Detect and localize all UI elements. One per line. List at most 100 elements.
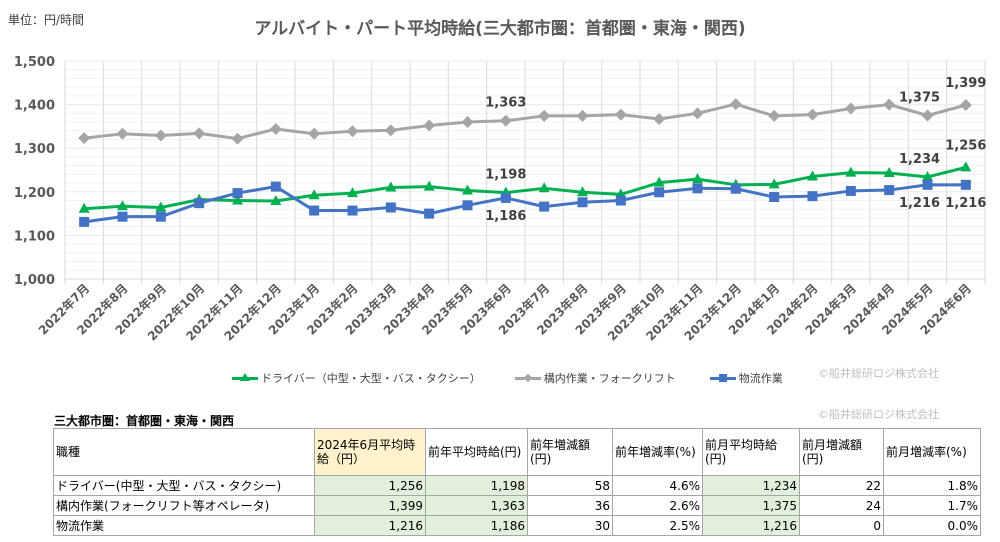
data-point-diamond (729, 98, 742, 111)
data-point-diamond (959, 99, 972, 112)
cell-prev-year: 1,363 (425, 495, 528, 516)
header-current: 2024年6月平均時給（円） (314, 428, 426, 476)
data-point-triangle (308, 189, 320, 200)
cell-yoy-rate: 4.6% (612, 475, 703, 496)
data-point-diamond (499, 114, 512, 127)
data-point-diamond (384, 124, 397, 137)
series-line (83, 102, 967, 141)
data-point-diamond (423, 119, 436, 132)
legend-item-forklift: 構内作業・フォークリフト (514, 370, 676, 386)
header-prev-year: 前年平均時給(円) (425, 428, 528, 476)
data-point-triangle (922, 170, 933, 181)
legend-item-logistics: 物流作業 (709, 370, 783, 386)
header-mom-diff: 前月増減額(円) (799, 428, 884, 476)
data-point-diamond (653, 112, 666, 125)
data-point-triangle (807, 170, 818, 181)
data-point-square (960, 179, 971, 190)
legend-item-driver: ドライバー（中型・大型・バス・タクシー） (232, 370, 481, 386)
data-point-diamond (346, 125, 359, 138)
data-label: 1,216 (945, 196, 986, 211)
data-point-square (577, 197, 588, 208)
data-point-square (654, 187, 665, 198)
table-row: 物流作業 1,216 1,186 30 2.5% 1,216 0 0.0% (53, 515, 981, 536)
cell-mom-rate: 1.8% (883, 475, 981, 496)
unit-label: 単位：円/時間 (8, 13, 85, 27)
cell-yoy-rate: 2.6% (612, 495, 703, 516)
line-chart: 1,0001,1001,2001,3001,4001,5002022年7月202… (14, 55, 987, 344)
data-label: 1,198 (485, 168, 526, 183)
data-point-triangle (270, 194, 282, 205)
data-point-square (692, 183, 703, 194)
y-tick-label: 1,100 (14, 229, 55, 244)
square-marker-icon (709, 373, 736, 382)
data-point-square (845, 185, 856, 196)
header-job: 職種 (53, 428, 315, 476)
data-point-triangle (960, 161, 972, 172)
data-point-square (194, 198, 205, 209)
cell-prev-month: 1,216 (702, 515, 800, 536)
cell-yoy-diff: 30 (527, 515, 613, 536)
data-label: 1,216 (899, 196, 940, 211)
data-point-square (539, 201, 550, 212)
y-tick-label: 1,200 (14, 186, 55, 201)
cell-yoy-diff: 58 (527, 475, 613, 496)
data-point-triangle (883, 167, 895, 178)
data-point-triangle (347, 187, 358, 198)
y-tick-label: 1,400 (14, 99, 55, 114)
data-label: 1,375 (899, 91, 940, 106)
cell-current: 1,399 (314, 495, 426, 516)
data-point-square (462, 200, 473, 211)
data-point-diamond (538, 109, 551, 122)
table-title: 三大都市圏：首都圏・東海・関西 (54, 414, 235, 428)
data-point-square (232, 188, 243, 199)
copyright-chart: ©船井総研ロジ株式会社 (818, 367, 939, 380)
data-point-square (385, 202, 396, 213)
data-point-diamond (614, 108, 627, 121)
data-point-square (769, 192, 780, 203)
series-line (84, 165, 967, 211)
data-point-triangle (155, 201, 167, 212)
data-point-square (615, 195, 626, 206)
data-point-diamond (461, 116, 474, 129)
y-tick-label: 1,300 (14, 142, 55, 157)
data-point-diamond (844, 102, 857, 115)
data-label: 1,363 (485, 96, 526, 111)
data-point-triangle (577, 186, 588, 197)
data-point-square (155, 211, 166, 222)
cell-mom-rate: 1.7% (883, 495, 981, 516)
chart-title: アルバイト・パート平均時給(三大都市圏：首都圏・東海・関西) (254, 19, 746, 39)
cell-mom-diff: 24 (799, 495, 884, 516)
data-point-diamond (231, 132, 244, 145)
data-label: 1,234 (899, 152, 940, 167)
cell-mom-diff: 0 (799, 515, 884, 536)
data-point-square (922, 179, 933, 190)
legend: ドライバー（中型・大型・バス・タクシー） 構内作業・フォークリフト 物流作業 (232, 370, 783, 386)
cell-mom-diff: 22 (799, 475, 884, 496)
cell-current: 1,216 (314, 515, 426, 536)
data-point-diamond (576, 109, 589, 122)
legend-label: 構内作業・フォークリフト (543, 372, 676, 385)
data-point-triangle (117, 200, 128, 211)
data-point-triangle (692, 173, 703, 184)
data-point-triangle (845, 166, 857, 177)
cell-prev-month: 1,375 (702, 495, 800, 516)
data-point-square (730, 183, 741, 194)
data-point-square (807, 191, 818, 202)
diamond-marker-icon (514, 373, 541, 382)
data-point-square (500, 192, 511, 203)
data-point-diamond (116, 127, 129, 140)
y-tick-label: 1,000 (14, 273, 55, 288)
data-point-square (309, 205, 320, 216)
table-row: ドライバー(中型・大型・バス・タクシー) 1,256 1,198 58 4.6%… (53, 475, 981, 496)
data-point-square (424, 208, 435, 219)
data-point-diamond (691, 107, 704, 120)
header-prev-month: 前月平均時給(円) (702, 428, 800, 476)
legend-label: 物流作業 (738, 372, 783, 385)
cell-prev-month: 1,234 (702, 475, 800, 496)
data-point-square (884, 185, 895, 196)
data-point-diamond (269, 123, 282, 136)
header-yoy-rate: 前年増減率(%) (612, 428, 703, 476)
series-square-line (79, 179, 971, 227)
data-point-diamond (193, 127, 206, 140)
